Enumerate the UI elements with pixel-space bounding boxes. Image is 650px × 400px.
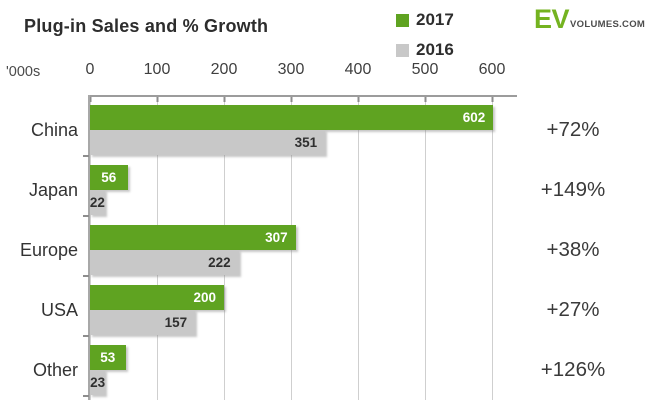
x-tick-label: 0 (85, 61, 95, 78)
logo-ev-text: EV (534, 4, 570, 34)
category-label: China (30, 119, 78, 140)
bar-value-label: 200 (193, 290, 216, 305)
bar-2016-Europe: 222 (90, 250, 239, 275)
x-tick-label: 300 (277, 61, 305, 78)
category-axis-line (88, 95, 90, 400)
legend-item-2016: 2016 (396, 35, 454, 65)
gridline (492, 96, 493, 400)
x-tick-mark (491, 97, 494, 102)
category-label: Europe (19, 239, 78, 260)
category-tick-mark (83, 335, 89, 337)
bar-2017-Other: 53 (90, 345, 126, 370)
category-label: Japan (28, 179, 78, 200)
gridline (358, 96, 359, 400)
x-tick-label: 100 (143, 61, 171, 78)
legend-item-2017: 2017 (396, 5, 454, 35)
growth-label: +27% (546, 298, 600, 321)
ev-volumes-logo: EV VOLUMES.COM (534, 4, 646, 34)
growth-label: +72% (546, 118, 600, 141)
x-tick-mark (290, 97, 293, 102)
x-tick-mark (223, 97, 226, 102)
gridline (425, 96, 426, 400)
bar-value-label: 22 (89, 195, 105, 210)
bar-value-label: 53 (100, 350, 116, 365)
x-tick-mark (424, 97, 427, 102)
bar-value-label: 23 (90, 375, 106, 390)
x-tick-label: 600 (478, 61, 506, 78)
category-label: USA (40, 299, 78, 320)
growth-label: +149% (540, 178, 606, 201)
chart-title: Plug-in Sales and % Growth (24, 16, 269, 36)
legend: 2017 2016 (396, 5, 454, 65)
growth-label: +38% (546, 238, 600, 261)
legend-swatch-2017 (396, 13, 409, 27)
bar-value-label: 602 (462, 110, 486, 125)
x-tick-label: 500 (411, 61, 439, 78)
category-tick-mark (83, 395, 89, 397)
bar-2016-China: 351 (90, 130, 326, 155)
bar-2016-Japan: 22 (90, 190, 105, 215)
bar-value-label: 222 (208, 255, 231, 270)
x-tick-label: 400 (344, 61, 372, 78)
category-label: Other (32, 359, 78, 380)
bar-value-label: 56 (101, 170, 117, 185)
x-tick-mark (156, 97, 159, 102)
bar-value-label: 351 (294, 135, 318, 150)
bar-2017-USA: 200 (90, 285, 224, 310)
bar-2016-USA: 157 (90, 310, 196, 335)
logo-suffix-text: VOLUMES.COM (570, 18, 646, 30)
bar-value-label: 157 (164, 315, 188, 330)
bar-2017-Japan: 56 (90, 165, 128, 190)
bar-value-label: 307 (265, 230, 288, 245)
category-tick-mark (83, 215, 89, 217)
x-tick-mark (89, 97, 92, 102)
legend-label: 2017 (416, 10, 454, 29)
category-tick-mark (83, 275, 89, 277)
x-tick-mark (357, 97, 360, 102)
growth-label: +126% (540, 358, 606, 381)
axis-unit-label: '000s (6, 64, 41, 80)
bar-2017-Europe: 307 (90, 225, 296, 250)
bar-2016-Other: 23 (90, 370, 106, 395)
legend-label: 2016 (416, 40, 454, 59)
category-tick-mark (83, 155, 89, 157)
legend-swatch-2016 (396, 43, 409, 57)
x-axis-line (88, 95, 517, 97)
x-tick-label: 200 (210, 61, 238, 78)
bar-2017-China: 602 (90, 105, 494, 130)
